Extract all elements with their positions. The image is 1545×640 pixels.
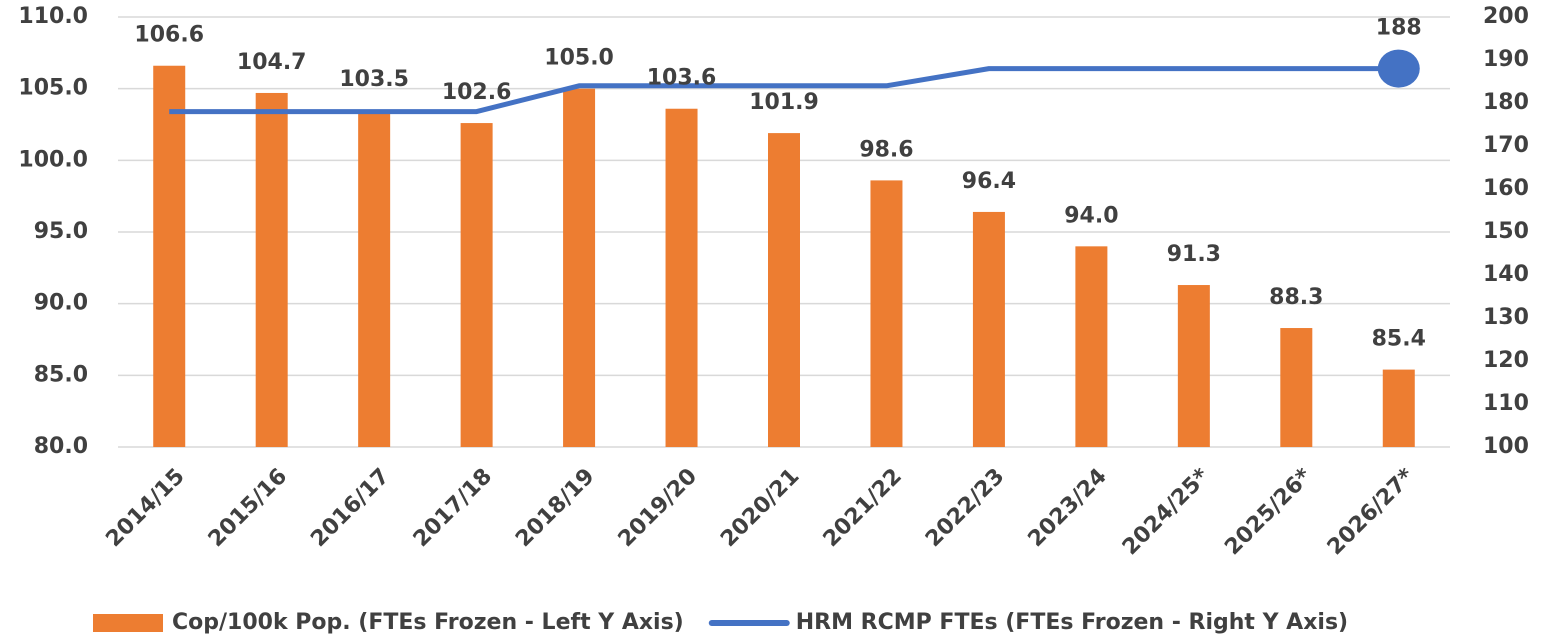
- legend-label: HRM RCMP FTEs (FTEs Frozen - Right Y Axi…: [796, 610, 1348, 635]
- legend-label: Cop/100k Pop. (FTEs Frozen - Left Y Axis…: [172, 610, 684, 635]
- x-tick-label: 2020/21: [716, 464, 804, 552]
- data-label: 102.6: [442, 80, 512, 105]
- legend-swatch: [93, 614, 163, 632]
- x-tick-label: 2021/22: [819, 464, 907, 552]
- data-label: 188: [1376, 16, 1422, 41]
- bar: [1382, 369, 1415, 447]
- data-label: 88.3: [1269, 285, 1323, 310]
- y2-tick-label: 150: [1483, 219, 1529, 244]
- x-tick-label: 2026/27*: [1323, 463, 1420, 560]
- bar: [972, 211, 1005, 447]
- x-tick-label: 2015/16: [204, 464, 292, 552]
- x-tick-label: 2014/15: [101, 464, 189, 552]
- bar: [153, 65, 186, 447]
- bar: [665, 108, 698, 447]
- y2-tick-label: 130: [1483, 305, 1529, 330]
- bar: [1280, 328, 1313, 447]
- line: [169, 66, 1399, 115]
- bar: [563, 88, 596, 448]
- y2-tick-label: 160: [1483, 176, 1529, 201]
- y2-tick-label: 180: [1483, 90, 1529, 115]
- data-label: 105.0: [544, 46, 614, 71]
- x-tick-label: 2023/24: [1024, 464, 1112, 552]
- y-tick-label: 105.0: [18, 76, 88, 101]
- y2-tick-label: 100: [1483, 434, 1529, 459]
- bar: [255, 92, 288, 447]
- y-tick-label: 100.0: [18, 147, 88, 172]
- x-tick-label: 2016/17: [306, 464, 394, 552]
- data-label: 103.6: [647, 66, 717, 91]
- data-label: 96.4: [962, 169, 1016, 194]
- bar: [1075, 246, 1108, 447]
- bar: [460, 123, 493, 448]
- data-label: 101.9: [749, 90, 819, 115]
- x-tick-label: 2022/23: [921, 464, 1009, 552]
- y2-tick-label: 200: [1483, 4, 1529, 29]
- x-tick-label: 2019/20: [614, 464, 702, 552]
- bar: [1177, 285, 1210, 447]
- data-label: 104.7: [237, 50, 307, 75]
- data-label: 106.6: [134, 23, 204, 48]
- x-tick-label: 2025/26*: [1220, 463, 1317, 560]
- x-tick-label: 2024/25*: [1118, 463, 1215, 560]
- data-label: 98.6: [859, 137, 913, 162]
- bar: [870, 180, 903, 447]
- x-tick-label: 2018/19: [511, 464, 599, 552]
- data-label: 91.3: [1167, 242, 1221, 267]
- bar: [768, 133, 800, 447]
- y2-tick-label: 170: [1483, 133, 1529, 158]
- y2-tick-label: 140: [1483, 262, 1529, 287]
- y-tick-label: 90.0: [34, 291, 88, 316]
- y-tick-label: 85.0: [34, 362, 88, 387]
- line-marker: [1377, 49, 1420, 88]
- x-tick-label: 2017/18: [409, 464, 497, 552]
- y2-tick-label: 190: [1483, 47, 1529, 72]
- data-label: 94.0: [1064, 203, 1118, 228]
- y-tick-label: 95.0: [34, 219, 88, 244]
- data-label: 85.4: [1372, 327, 1426, 352]
- data-label: 103.5: [339, 67, 409, 92]
- y-tick-label: 110.0: [18, 4, 88, 29]
- y-tick-label: 80.0: [34, 434, 88, 459]
- bar: [358, 110, 391, 448]
- y2-tick-label: 110: [1483, 391, 1529, 416]
- y2-tick-label: 120: [1483, 348, 1529, 373]
